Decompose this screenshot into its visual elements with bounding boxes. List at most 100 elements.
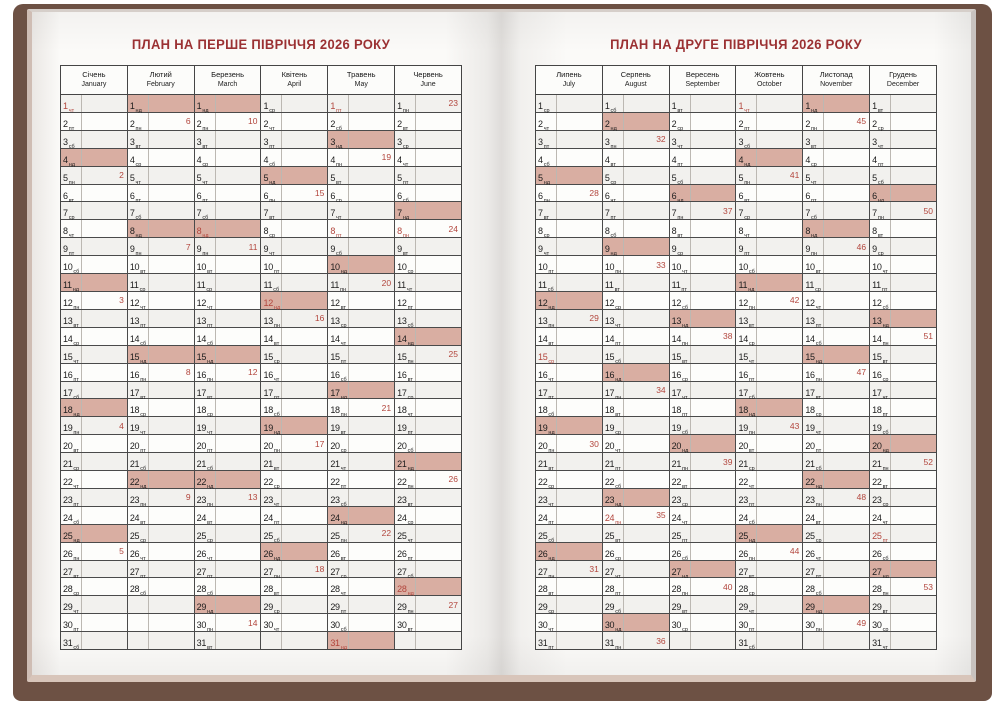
day-number: 18 xyxy=(330,405,340,416)
weekday-abbr: нд xyxy=(610,251,617,258)
day-number-zone: 4сб xyxy=(536,148,557,168)
day-number-zone: 29сб xyxy=(603,596,624,615)
weekday-abbr: ср xyxy=(543,108,550,114)
day-cell: 27сб xyxy=(395,560,461,580)
weekday-abbr: вт xyxy=(402,251,409,258)
day-number-zone: 16пн xyxy=(803,363,825,383)
day-number: 4 xyxy=(671,154,677,165)
weekday-abbr: ср xyxy=(882,627,889,634)
week-number: 8 xyxy=(185,367,191,378)
weekday-abbr: пт xyxy=(207,322,213,329)
weekday-abbr: вт xyxy=(135,143,141,150)
day-number-zone: 26нд xyxy=(261,542,283,562)
weekday-abbr: сб xyxy=(207,340,213,347)
day-number-zone: 20пт xyxy=(195,435,216,454)
day-number-zone: 14ср xyxy=(736,327,758,347)
day-number: 7 xyxy=(196,208,202,219)
day-number-zone: 4пт xyxy=(870,148,892,168)
weekday-abbr: пн xyxy=(207,501,214,508)
weekday-abbr: пн xyxy=(748,555,755,562)
day-number: 25 xyxy=(805,530,815,541)
day-number: 31 xyxy=(538,638,548,649)
day-number-zone: 10сб xyxy=(736,256,758,275)
day-number-zone: 31нд xyxy=(328,632,350,651)
day-number-zone: 23пн xyxy=(128,488,149,508)
day-cell: 6нд xyxy=(870,184,936,204)
day-number-zone: 20вт xyxy=(736,435,758,454)
day-cell: 16ср xyxy=(870,363,936,383)
weekday-abbr: сб xyxy=(73,269,80,276)
day-number: 14 xyxy=(129,333,140,344)
day-number: 14 xyxy=(872,333,882,344)
day-number: 18 xyxy=(604,405,615,416)
weekday-abbr: сб xyxy=(682,430,688,437)
day-number-zone: 11пт xyxy=(870,274,892,293)
day-cell: 26пт xyxy=(395,542,461,562)
day-cell xyxy=(803,632,871,650)
day-number: 13 xyxy=(538,315,548,326)
day-cell xyxy=(669,632,737,650)
weekday-abbr: нд xyxy=(140,484,147,491)
week-number: 20 xyxy=(381,277,392,288)
weekday-abbr: вт xyxy=(340,304,347,311)
day-cell: 24вт xyxy=(803,506,871,526)
day-cell: 9пт xyxy=(736,238,804,257)
day-number-zone: 8нд xyxy=(195,220,216,239)
day-cell: 16чт xyxy=(536,363,603,383)
day-cell: 5чт xyxy=(803,166,871,186)
day-number: 9 xyxy=(872,244,877,255)
day-number: 16 xyxy=(129,369,140,380)
day-number: 8 xyxy=(604,226,610,237)
day-cell: 12чт xyxy=(803,291,871,311)
day-cell: 2вт xyxy=(395,112,461,132)
day-number-zone: 10чт xyxy=(870,256,892,275)
day-number: 21 xyxy=(671,459,682,470)
day-cell: 27пт xyxy=(127,560,195,580)
day-number-zone: 22нд xyxy=(195,471,216,490)
day-cell xyxy=(127,614,195,632)
day-cell: 7вт xyxy=(536,202,603,221)
day-number-zone: 16сб xyxy=(328,363,350,383)
day-cell: 4нд xyxy=(61,148,128,168)
day-cell: 24вт xyxy=(194,506,262,526)
day-number-zone: 14нд xyxy=(395,327,417,347)
day-number-zone: 23чт xyxy=(261,488,283,508)
day-number: 8 xyxy=(538,226,543,237)
day-cell: 2пт xyxy=(736,112,804,132)
day-cell: 13сб xyxy=(395,309,461,329)
week-number: 43 xyxy=(789,420,800,431)
weekday-abbr: сб xyxy=(815,591,822,598)
day-number: 20 xyxy=(63,441,73,452)
day-number-zone: 25пн xyxy=(328,524,350,544)
day-cell: 21пн 39 xyxy=(669,453,737,472)
day-number: 27 xyxy=(671,566,682,577)
day-number-zone: 3пт xyxy=(536,130,557,150)
day-cell: 5нд xyxy=(261,166,329,186)
day-row: 5нд 5ср 5сб 5пн 41 5чт 5сб xyxy=(536,166,936,186)
day-cell: 25чт xyxy=(395,524,461,544)
day-cell: 23нд xyxy=(602,488,670,508)
day-number-zone: 12сб xyxy=(870,291,892,311)
day-number: 25 xyxy=(263,530,273,541)
day-cell: 27пн 31 xyxy=(536,560,603,580)
day-number: 23 xyxy=(196,494,207,505)
day-number-zone: 26чт xyxy=(128,542,149,562)
day-number-zone: 20пн xyxy=(261,435,283,454)
day-number-zone: 19вт xyxy=(328,417,350,436)
day-row: 29ср 29сб 29вт 29чт 29нд 29вт xyxy=(536,596,936,615)
day-cell: 16вт xyxy=(395,363,461,383)
day-number: 11 xyxy=(129,280,139,291)
day-number-zone: 6пт xyxy=(803,184,825,204)
day-number-zone: 3пт xyxy=(261,130,283,150)
day-cell: 21пт xyxy=(602,453,670,472)
weekday-abbr: чт xyxy=(140,304,146,311)
day-cell: 29ср xyxy=(261,596,329,615)
day-cell: 10пт xyxy=(536,256,603,275)
day-number: 22 xyxy=(538,477,548,488)
day-number-zone: 29пн xyxy=(395,596,417,615)
day-number-zone: 24ср xyxy=(395,506,417,526)
weekday-abbr: нд xyxy=(615,627,622,634)
day-row: 15чт 15нд 15нд 15ср 15пт 15пн 25 xyxy=(61,345,461,365)
day-cell: 17чт xyxy=(669,381,737,401)
day-cell: 24ср xyxy=(395,506,461,526)
